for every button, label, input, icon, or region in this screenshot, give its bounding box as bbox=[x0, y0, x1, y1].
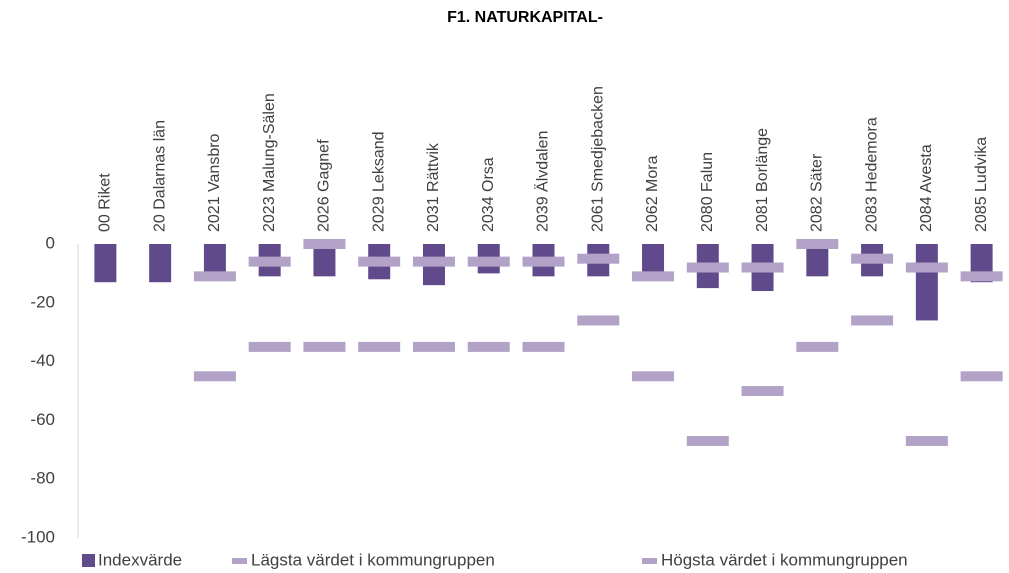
dash-marker bbox=[303, 239, 346, 249]
dash-marker bbox=[193, 371, 236, 382]
dash-marker bbox=[905, 435, 948, 446]
bar bbox=[149, 244, 172, 283]
dash-marker bbox=[632, 271, 675, 282]
dash-marker bbox=[248, 341, 291, 352]
x-tick-label: 2084 Avesta bbox=[918, 144, 935, 232]
x-tick-label: 2061 Smedjebacken bbox=[589, 86, 606, 232]
dash-marker bbox=[522, 256, 565, 267]
dash-marker bbox=[303, 341, 346, 352]
dash-marker bbox=[960, 371, 1003, 382]
dash-marker bbox=[577, 315, 620, 326]
legend-label: Högsta värdet i kommungruppen bbox=[661, 550, 908, 569]
dash-marker bbox=[851, 315, 894, 326]
dash-marker bbox=[905, 262, 948, 273]
x-tick-label: 2034 Orsa bbox=[480, 157, 497, 232]
bar bbox=[642, 244, 665, 277]
dash-marker bbox=[522, 341, 565, 352]
bar bbox=[94, 244, 117, 283]
dash-marker bbox=[193, 271, 236, 282]
x-tick-label: 2021 Vansbro bbox=[206, 133, 223, 232]
y-tick-label: -40 bbox=[30, 351, 55, 370]
y-tick-label: 0 bbox=[46, 233, 55, 252]
x-tick-label: 2031 Rättvik bbox=[425, 142, 442, 232]
x-tick-label: 2023 Malung-Sälen bbox=[261, 93, 278, 232]
y-tick-label: -60 bbox=[30, 410, 55, 429]
dash-marker bbox=[632, 371, 675, 382]
dash-marker bbox=[851, 253, 894, 264]
legend-swatch bbox=[82, 554, 95, 567]
chart-title: F1. NATURKAPITAL- bbox=[447, 9, 603, 26]
bar bbox=[313, 244, 336, 277]
bar bbox=[915, 244, 938, 321]
x-tick-label: 2039 Älvdalen bbox=[534, 131, 552, 232]
x-tick-label: 20 Dalarnas län bbox=[151, 120, 168, 232]
x-tick-label: 2083 Hedemora bbox=[863, 117, 880, 232]
bar bbox=[806, 244, 829, 277]
dash-marker bbox=[686, 262, 729, 273]
dash-marker bbox=[467, 256, 510, 267]
x-tick-label: 2080 Falun bbox=[699, 152, 716, 232]
legend-label: Indexvärde bbox=[98, 550, 182, 569]
y-tick-label: -80 bbox=[30, 469, 55, 488]
dash-marker bbox=[577, 253, 620, 264]
x-tick-label: 2085 Ludvika bbox=[973, 137, 990, 232]
x-tick-label: 2081 Borlänge bbox=[754, 128, 771, 232]
dash-marker bbox=[467, 341, 510, 352]
dash-marker bbox=[960, 271, 1003, 282]
legend-swatch bbox=[642, 558, 657, 564]
dash-marker bbox=[412, 341, 455, 352]
dash-marker bbox=[741, 262, 784, 273]
legend-label: Lägsta värdet i kommungruppen bbox=[251, 550, 495, 569]
dash-marker bbox=[686, 435, 729, 446]
x-tick-label: 2029 Leksand bbox=[370, 131, 387, 232]
bar bbox=[203, 244, 226, 277]
dash-marker bbox=[796, 239, 839, 249]
dash-marker bbox=[741, 386, 784, 396]
dash-marker bbox=[358, 256, 401, 267]
y-tick-label: -20 bbox=[30, 292, 55, 311]
dash-marker bbox=[358, 341, 401, 352]
dash-marker bbox=[796, 341, 839, 352]
x-tick-label: 2026 Gagnef bbox=[316, 139, 333, 232]
legend-swatch bbox=[232, 558, 247, 564]
x-tick-label: 00 Riket bbox=[97, 173, 114, 232]
y-tick-label: -100 bbox=[21, 527, 55, 546]
x-tick-label: 2062 Mora bbox=[644, 155, 661, 232]
x-tick-label: 2082 Säter bbox=[809, 153, 826, 232]
dash-marker bbox=[248, 256, 291, 267]
dash-marker bbox=[412, 256, 455, 267]
